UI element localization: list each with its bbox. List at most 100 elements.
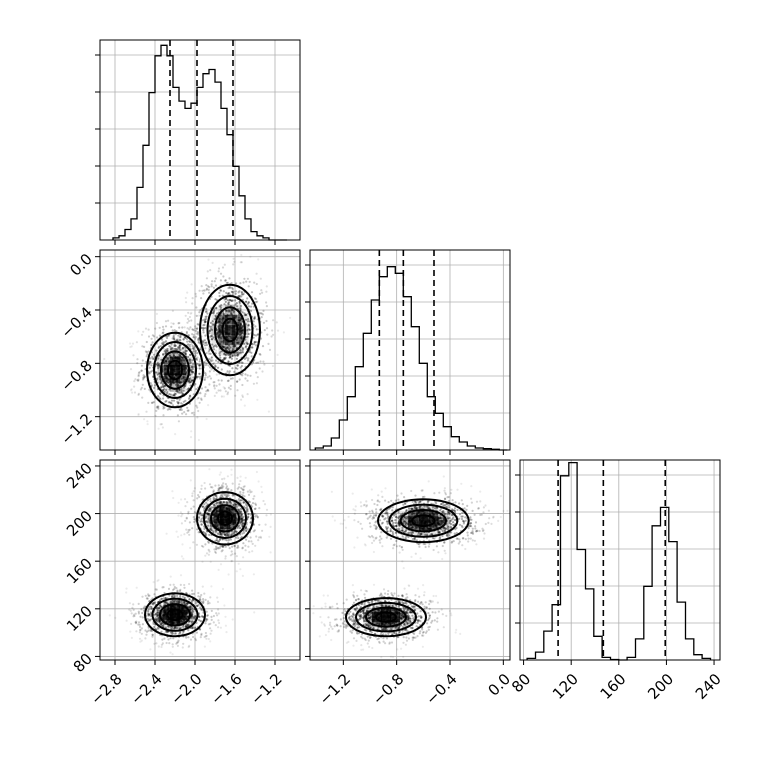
scatter-point <box>217 540 220 543</box>
scatter-point <box>209 560 212 564</box>
scatter-point <box>245 538 248 541</box>
scatter-point <box>260 491 264 494</box>
scatter-point <box>195 543 198 546</box>
scatter-point <box>349 610 352 613</box>
scatter-point <box>198 401 201 404</box>
scatter-point <box>186 388 189 391</box>
scatter-point <box>247 515 250 519</box>
scatter-point <box>232 345 235 348</box>
scatter-point <box>142 374 145 377</box>
scatter-point <box>167 319 170 322</box>
scatter-point <box>169 408 172 411</box>
panel-hist-2: 80 120 160 200 240 <box>508 459 725 703</box>
scatter-point <box>205 618 208 621</box>
scatter-point <box>228 356 231 359</box>
scatter-point <box>265 305 268 308</box>
scatter-point <box>214 298 217 301</box>
scatter-point <box>393 592 396 595</box>
scatter-point <box>173 344 176 347</box>
scatter-point <box>163 341 166 344</box>
scatter-point <box>177 322 180 325</box>
scatter-point <box>145 630 149 633</box>
scatter-point <box>228 372 231 375</box>
scatter-point <box>157 406 160 409</box>
y-tick-label: 80 <box>70 650 96 676</box>
scatter-point <box>190 366 193 369</box>
scatter-point <box>226 379 229 383</box>
scatter-point <box>217 612 220 615</box>
scatter-point <box>151 334 154 337</box>
scatter-point <box>125 591 128 594</box>
scatter-point <box>224 279 227 282</box>
scatter-point <box>445 614 448 618</box>
scatter-point <box>343 620 346 623</box>
scatter-point <box>449 612 452 615</box>
scatter-point <box>195 314 198 317</box>
scatter-point <box>229 538 232 541</box>
scatter-point <box>442 626 445 629</box>
scatter-point <box>202 339 205 342</box>
scatter-point <box>143 605 146 608</box>
scatter-point <box>208 375 211 378</box>
scatter-point <box>149 370 153 373</box>
scatter-point <box>172 335 175 338</box>
scatter-point <box>214 484 217 487</box>
scatter-point <box>167 587 171 591</box>
scatter-point <box>265 290 268 293</box>
scatter-point <box>195 295 198 298</box>
scatter-point <box>216 614 219 617</box>
scatter-point <box>161 638 164 641</box>
scatter-point <box>429 601 432 604</box>
scatter-point <box>161 389 164 392</box>
scatter-point <box>382 640 385 643</box>
scatter-point <box>194 336 197 339</box>
scatter-point <box>254 340 257 343</box>
scatter-point <box>226 292 229 295</box>
scatter-point <box>151 401 154 404</box>
scatter-point <box>262 309 265 312</box>
scatter-point <box>205 610 208 613</box>
scatter-point <box>136 358 139 361</box>
scatter-point <box>423 605 426 608</box>
scatter-point <box>200 285 203 288</box>
scatter-point <box>189 353 192 356</box>
scatter-point <box>164 350 168 354</box>
scatter-point <box>130 612 133 615</box>
scatter-point <box>158 363 161 366</box>
scatter-point <box>206 602 209 605</box>
scatter-point <box>235 380 239 383</box>
scatter-point <box>165 388 168 391</box>
scatter-point <box>267 342 270 345</box>
scatter-point <box>227 386 230 389</box>
scatter-point <box>129 389 133 392</box>
panel-grid <box>100 40 300 240</box>
scatter-point <box>162 385 165 388</box>
scatter-point <box>190 343 193 346</box>
scatter-point <box>204 376 207 379</box>
scatter-point <box>174 632 177 635</box>
scatter-point <box>365 629 368 632</box>
scatter-point <box>160 382 163 385</box>
scatter-point <box>160 423 163 426</box>
scatter-point <box>200 387 204 390</box>
scatter-point <box>180 402 183 405</box>
scatter-point <box>256 398 259 401</box>
scatter-point <box>186 406 189 409</box>
scatter-point <box>149 648 152 651</box>
scatter-point <box>258 507 261 510</box>
scatter-point <box>195 306 198 309</box>
scatter-point <box>202 331 205 334</box>
scatter-point <box>265 508 269 511</box>
scatter-point <box>178 388 181 391</box>
x-tick-label: −2.4 <box>127 670 165 708</box>
scatter-point <box>170 399 174 402</box>
scatter-point <box>259 277 262 280</box>
scatter-point <box>177 346 181 349</box>
scatter-point <box>181 356 184 359</box>
scatter-point <box>237 498 240 501</box>
scatter-point <box>195 388 198 391</box>
scatter-point <box>248 551 251 554</box>
scatter-point <box>224 615 227 618</box>
scatter-point <box>230 357 233 360</box>
